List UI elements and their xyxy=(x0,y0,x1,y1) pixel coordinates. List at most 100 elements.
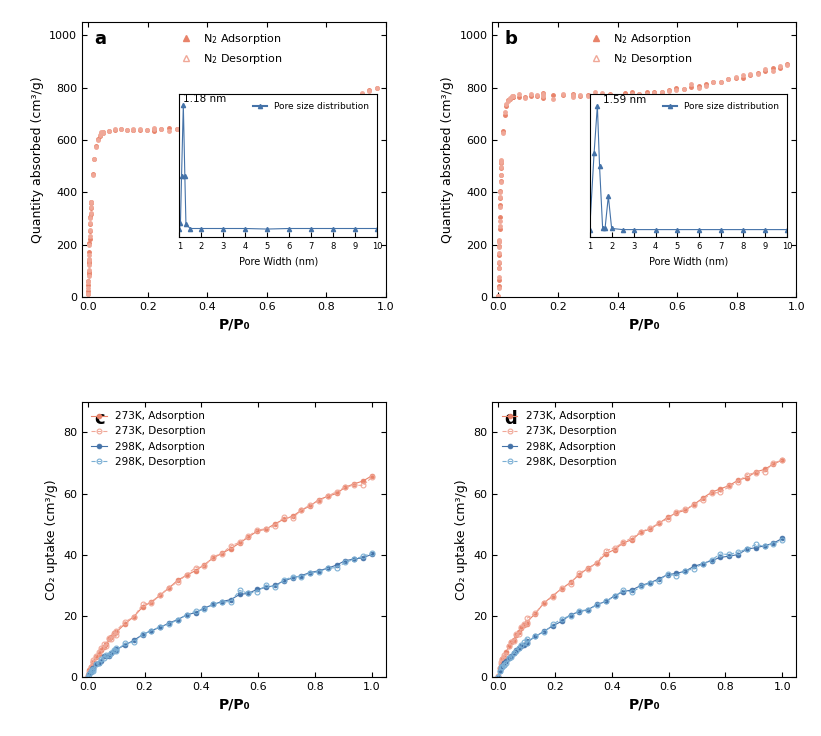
273K, Adsorption xyxy=(252,527,262,536)
298K, Desorption xyxy=(99,653,108,662)
273K, Adsorption xyxy=(539,598,549,607)
273K, Desorption xyxy=(138,600,148,609)
273K, Desorption xyxy=(164,583,174,592)
298K, Desorption xyxy=(323,564,333,573)
298K, Adsorption xyxy=(85,668,95,676)
273K, Adsorption xyxy=(777,456,787,464)
273K, Desorption xyxy=(181,570,191,579)
273K, Adsorption xyxy=(698,494,708,503)
273K, Adsorption xyxy=(235,539,245,548)
298K, Desorption xyxy=(155,622,165,631)
298K, Desorption xyxy=(698,559,708,568)
273K, Adsorption xyxy=(516,624,526,633)
273K, Desorption xyxy=(530,609,540,618)
298K, Desorption xyxy=(200,605,209,614)
273K, Desorption xyxy=(99,640,108,649)
298K, Desorption xyxy=(296,572,306,581)
298K, Adsorption xyxy=(601,597,611,606)
273K, Desorption xyxy=(583,565,593,573)
298K, Desorption xyxy=(575,606,585,615)
298K, Adsorption xyxy=(314,566,323,575)
273K, Desorption xyxy=(504,642,514,651)
Line: 298K, Desorption: 298K, Desorption xyxy=(85,551,374,679)
273K, Desorption xyxy=(314,496,323,505)
298K, Adsorption xyxy=(226,595,236,604)
273K, Adsorption xyxy=(750,467,760,476)
298K, Desorption xyxy=(85,670,94,679)
273K, Desorption xyxy=(349,481,359,489)
273K, Adsorption xyxy=(164,584,174,592)
273K, Desorption xyxy=(120,618,130,626)
298K, Adsorption xyxy=(498,662,507,670)
273K, Desorption xyxy=(89,656,99,665)
298K, Desorption xyxy=(209,600,218,609)
273K, Adsorption xyxy=(654,519,663,528)
273K, Adsorption xyxy=(323,492,333,500)
298K, Desorption xyxy=(742,545,752,553)
298K, Adsorption xyxy=(494,667,504,676)
298K, Adsorption xyxy=(367,550,377,559)
273K, Adsorption xyxy=(112,628,122,637)
298K, Desorption xyxy=(724,550,734,559)
273K, Adsorption xyxy=(548,591,558,600)
273K, Desorption xyxy=(112,626,122,635)
273K, Desorption xyxy=(733,478,743,486)
298K, Desorption xyxy=(190,606,200,615)
298K, Desorption xyxy=(504,654,514,663)
298K, Desorption xyxy=(314,567,323,576)
273K, Desorption xyxy=(601,546,611,555)
Y-axis label: CO₂ uptake (cm³/g): CO₂ uptake (cm³/g) xyxy=(455,479,468,600)
298K, Desorption xyxy=(96,654,106,663)
298K, Desorption xyxy=(305,569,315,578)
273K, Desorption xyxy=(557,584,566,592)
273K, Desorption xyxy=(305,500,315,509)
298K, Desorption xyxy=(610,592,620,601)
298K, Desorption xyxy=(112,646,122,655)
298K, Desorption xyxy=(548,620,558,629)
Y-axis label: Quantity absorbed (cm³/g): Quantity absorbed (cm³/g) xyxy=(441,77,454,243)
298K, Adsorption xyxy=(120,640,130,649)
273K, Adsorption xyxy=(509,635,519,644)
273K, Adsorption xyxy=(494,663,504,672)
298K, Adsorption xyxy=(689,562,699,570)
298K, Desorption xyxy=(89,666,99,675)
273K, Desorption xyxy=(217,549,227,558)
298K, Desorption xyxy=(129,638,139,647)
298K, Desorption xyxy=(341,558,351,567)
273K, Adsorption xyxy=(511,630,521,639)
273K, Desorption xyxy=(496,658,506,667)
298K, Adsorption xyxy=(217,597,227,606)
298K, Adsorption xyxy=(566,610,576,619)
298K, Adsorption xyxy=(663,570,672,579)
298K, Adsorption xyxy=(146,626,156,635)
298K, Adsorption xyxy=(200,604,209,612)
273K, Adsorption xyxy=(504,642,514,651)
273K, Adsorption xyxy=(101,640,111,648)
Text: c: c xyxy=(94,410,105,428)
298K, Adsorption xyxy=(583,605,593,614)
273K, Desorption xyxy=(296,506,306,514)
273K, Adsorption xyxy=(244,533,254,542)
273K, Adsorption xyxy=(96,645,106,654)
273K, Desorption xyxy=(592,559,602,567)
X-axis label: P/P₀: P/P₀ xyxy=(218,318,250,332)
298K, Adsorption xyxy=(287,573,297,582)
298K, Adsorption xyxy=(99,652,108,661)
298K, Desorption xyxy=(173,615,183,624)
Text: d: d xyxy=(505,410,517,428)
298K, Adsorption xyxy=(530,632,540,641)
298K, Adsorption xyxy=(636,581,646,590)
273K, Desorption xyxy=(509,637,519,645)
273K, Adsorption xyxy=(601,549,611,558)
Text: b: b xyxy=(505,30,517,49)
298K, Adsorption xyxy=(627,585,637,594)
273K, Adsorption xyxy=(85,662,95,671)
273K, Desorption xyxy=(83,672,93,681)
Legend: N$_2$ Adsorption, N$_2$ Desorption: N$_2$ Adsorption, N$_2$ Desorption xyxy=(583,28,697,70)
273K, Desorption xyxy=(724,482,734,491)
298K, Adsorption xyxy=(279,576,289,585)
273K, Desorption xyxy=(173,577,183,586)
273K, Desorption xyxy=(287,514,297,523)
298K, Desorption xyxy=(499,660,509,669)
273K, Adsorption xyxy=(618,538,628,547)
